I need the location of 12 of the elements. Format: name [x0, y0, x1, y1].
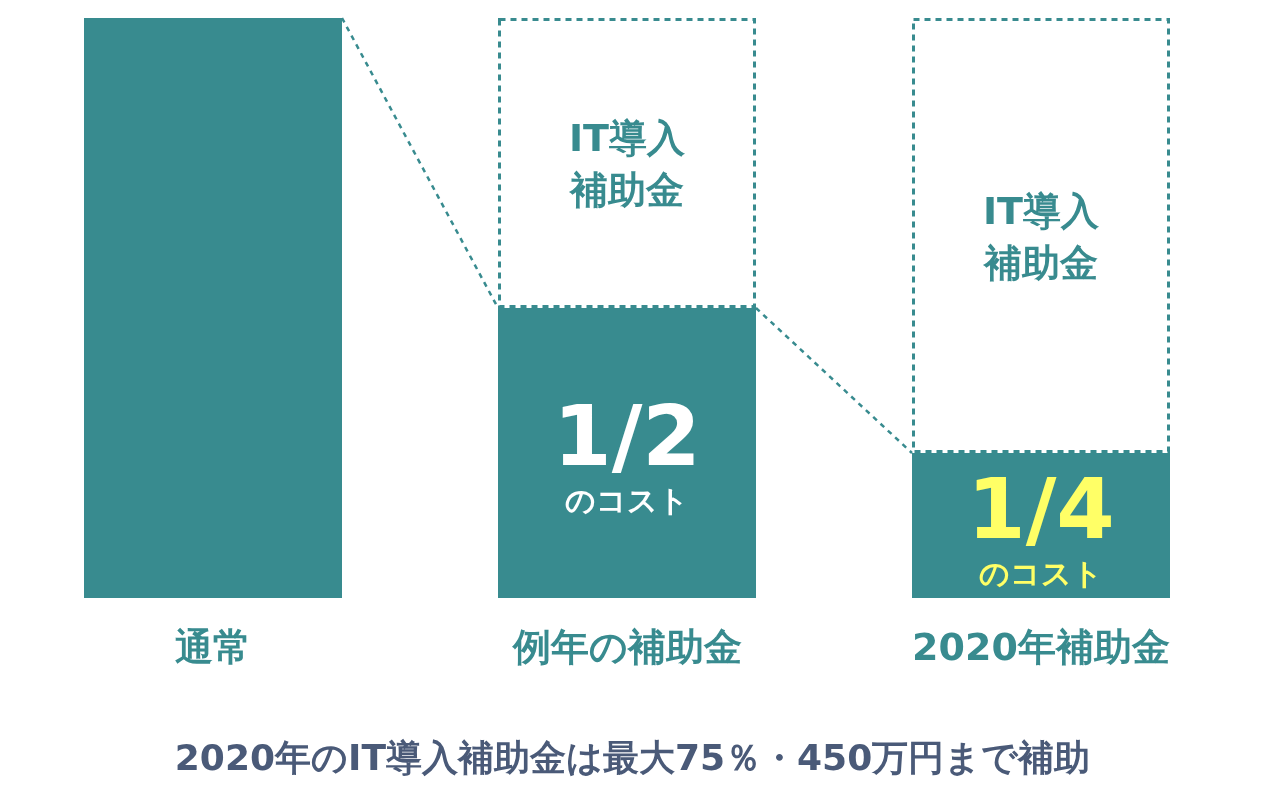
x-tick-label: 例年の補助金 — [510, 625, 742, 669]
text: 1/2 — [553, 387, 701, 485]
text: 2020年のIT導入補助金は最大75％・450万円まで補助 — [174, 737, 1091, 778]
text: 1/4 — [967, 459, 1115, 558]
text: IT導入 — [568, 116, 686, 160]
text: のコスト — [565, 483, 689, 518]
text: 補助金 — [984, 240, 1098, 285]
text: のコスト — [979, 555, 1103, 591]
text: 補助金 — [570, 168, 684, 212]
text: IT導入 — [982, 188, 1100, 233]
x-tick-label: 通常 — [175, 625, 251, 669]
x-tick-label: 2020年補助金 — [912, 625, 1170, 669]
